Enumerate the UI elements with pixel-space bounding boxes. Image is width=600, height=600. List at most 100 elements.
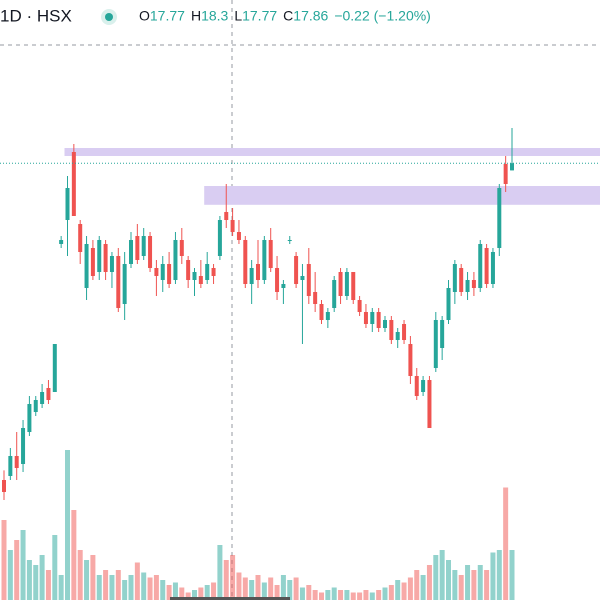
- candle-body: [205, 264, 210, 280]
- candle-body: [376, 312, 381, 328]
- candle-body: [186, 260, 191, 280]
- volume-bar: [109, 575, 115, 600]
- candle-body: [408, 344, 413, 376]
- candle-body: [33, 400, 38, 412]
- volume-bar: [52, 535, 58, 600]
- candle-body: [402, 324, 407, 340]
- volume-bar: [344, 590, 350, 600]
- candle-body: [262, 240, 267, 280]
- volume-bar: [122, 580, 128, 600]
- volume-bar: [198, 587, 204, 600]
- candle-body: [370, 312, 375, 324]
- candle-body: [338, 272, 343, 296]
- candle-body: [490, 252, 495, 284]
- candle-body: [109, 256, 114, 272]
- volume-bar: [509, 550, 515, 600]
- volume-bar: [287, 580, 293, 600]
- volume-bar: [26, 560, 32, 600]
- volume-bar: [230, 555, 236, 600]
- volume-bar: [141, 572, 147, 600]
- symbol: 1D · HSX: [0, 6, 72, 25]
- volume-bar: [236, 572, 242, 600]
- volume-bar: [319, 592, 324, 600]
- volume-bar: [211, 582, 217, 600]
- candle-body: [471, 280, 476, 288]
- volume-bar: [128, 575, 134, 600]
- ohlc-value: 17.86: [293, 8, 328, 24]
- candle-body: [465, 280, 470, 292]
- candle-body: [14, 456, 19, 468]
- zone: [64, 148, 600, 156]
- candle-body: [440, 320, 445, 348]
- candle-body: [357, 300, 362, 312]
- volume-bar: [255, 575, 261, 600]
- volume-bar: [376, 590, 382, 600]
- volume-bar: [153, 575, 159, 600]
- ohlc-label: H: [191, 8, 201, 24]
- volume-bar: [179, 587, 185, 600]
- candle-body: [103, 244, 108, 272]
- candle-body: [256, 264, 260, 280]
- candle-body: [325, 312, 330, 320]
- candle-body: [510, 163, 514, 171]
- volume-bar: [471, 570, 477, 600]
- candle-body: [319, 304, 324, 320]
- candle-body: [433, 320, 438, 368]
- candle-body: [2, 480, 6, 492]
- candle-body: [52, 344, 57, 392]
- volume-bar: [407, 577, 413, 600]
- candle-body: [236, 232, 241, 240]
- volume-bar: [134, 562, 140, 600]
- volume-bar: [45, 570, 51, 600]
- candle-body: [211, 268, 216, 276]
- volume-bar: [458, 575, 464, 600]
- volume-bar: [20, 530, 26, 600]
- candle-body: [192, 272, 197, 280]
- candle-body: [351, 272, 356, 300]
- volume-bar: [160, 580, 166, 600]
- volume-bar: [420, 575, 426, 600]
- volume-bar: [84, 560, 90, 600]
- candle-body: [122, 264, 127, 304]
- candle-body: [306, 264, 311, 296]
- volume-bar: [166, 585, 172, 600]
- volume-bar: [172, 582, 178, 600]
- candle-body: [478, 244, 483, 288]
- volume-bar: [382, 587, 388, 600]
- volume-bar: [204, 585, 210, 600]
- candle-body: [21, 428, 26, 464]
- volume-bar: [369, 592, 375, 600]
- volume-bar: [331, 587, 337, 600]
- ohlc-label: O: [139, 8, 150, 24]
- volume-bar: [90, 555, 96, 600]
- ohlc-label: C: [283, 8, 293, 24]
- volume-bar: [293, 577, 299, 600]
- candle-body: [27, 404, 32, 432]
- candle-body: [287, 240, 292, 241]
- volume-bar: [325, 590, 331, 600]
- candle-body: [414, 376, 419, 396]
- candle-body: [389, 320, 394, 340]
- candle-body: [497, 188, 502, 248]
- volume-bar: [350, 592, 356, 600]
- candle-body: [40, 392, 45, 404]
- ohlc-label: L: [234, 8, 242, 24]
- candle-body: [249, 268, 254, 284]
- volume-bar: [223, 560, 229, 600]
- volume-bar: [274, 585, 280, 600]
- volume-bar: [103, 570, 109, 600]
- volume-bar: [439, 550, 445, 600]
- candle-body: [363, 312, 368, 324]
- candle-body: [332, 280, 337, 308]
- candle-body: [503, 164, 508, 184]
- candle-body: [90, 248, 95, 276]
- volume-bar: [426, 565, 432, 600]
- volume-bar: [39, 555, 45, 600]
- volume-bar: [357, 592, 363, 600]
- candle-body: [78, 224, 83, 252]
- candle-body: [281, 284, 286, 288]
- volume-bar: [477, 565, 483, 600]
- candle-body: [141, 236, 146, 256]
- volume-bar: [14, 540, 20, 600]
